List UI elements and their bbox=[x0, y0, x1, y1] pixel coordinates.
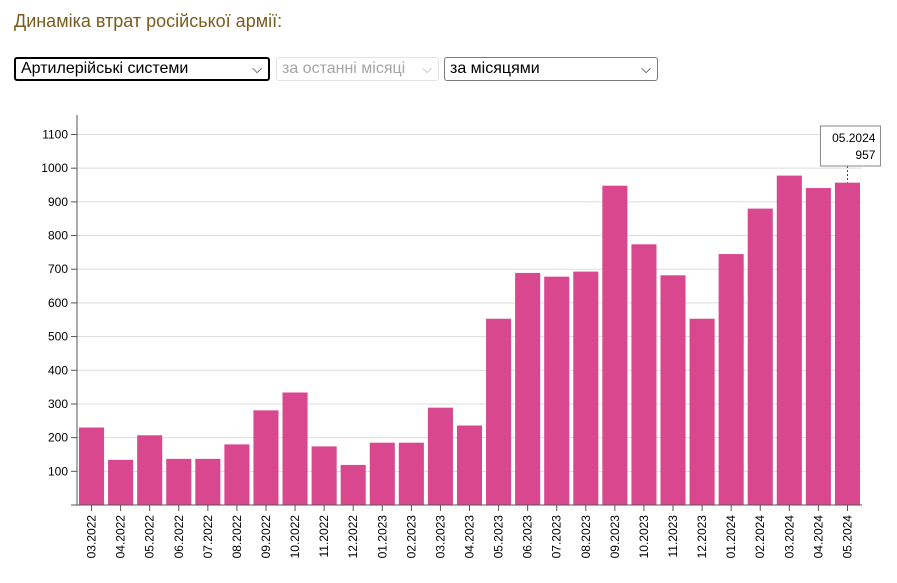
bar bbox=[689, 318, 715, 505]
weapon-category-value: Артилерійські системи bbox=[21, 60, 189, 77]
x-tick-label: 04.2024 bbox=[811, 515, 825, 559]
x-tick-label: 05.2022 bbox=[143, 515, 157, 559]
y-tick-label: 400 bbox=[48, 363, 68, 377]
x-tick-label: 08.2023 bbox=[579, 515, 593, 559]
chevron-down-icon: ⌵ bbox=[422, 61, 432, 76]
bar bbox=[805, 188, 831, 506]
x-tick-label: 11.2022 bbox=[317, 515, 331, 558]
bar bbox=[369, 442, 395, 505]
bar bbox=[631, 244, 657, 505]
x-tick-label: 02.2023 bbox=[404, 515, 418, 559]
bar bbox=[573, 271, 599, 505]
bar bbox=[776, 175, 802, 506]
x-tick-label: 01.2024 bbox=[724, 515, 738, 559]
bar bbox=[602, 185, 628, 506]
bar bbox=[79, 427, 105, 505]
x-tick-label: 05.2024 bbox=[840, 515, 854, 559]
bar bbox=[427, 407, 453, 505]
bar bbox=[253, 410, 279, 505]
bar bbox=[834, 182, 860, 506]
x-tick-label: 07.2022 bbox=[201, 515, 215, 559]
gridlines bbox=[77, 134, 862, 472]
x-tick-label: 11.2023 bbox=[666, 515, 680, 558]
period-select[interactable]: за останні місяці ⌵ bbox=[276, 57, 439, 81]
y-tick-label: 300 bbox=[48, 397, 68, 411]
y-axis-ticks: 100 200 300 400 500 600 700 800 900 1000 1100 bbox=[41, 128, 77, 478]
bars bbox=[79, 175, 860, 506]
x-tick-label: 04.2022 bbox=[114, 515, 128, 559]
y-tick-label: 800 bbox=[48, 229, 68, 243]
grouping-select[interactable]: за місяцями ⌵ bbox=[444, 57, 658, 81]
y-tick-label: 100 bbox=[48, 464, 68, 478]
tooltip-value: 957 bbox=[855, 148, 875, 162]
bar bbox=[108, 459, 134, 505]
x-tick-label: 01.2023 bbox=[375, 515, 389, 559]
y-tick-label: 600 bbox=[48, 296, 68, 310]
x-tick-label: 03.2022 bbox=[85, 515, 99, 559]
bar bbox=[282, 392, 308, 505]
x-tick-label: 12.2022 bbox=[346, 515, 360, 559]
x-tick-label: 07.2023 bbox=[550, 515, 564, 559]
weapon-category-select[interactable]: Артилерійські системи ⌵ bbox=[14, 57, 270, 81]
y-tick-label: 1100 bbox=[42, 128, 68, 142]
tooltip-box bbox=[819, 125, 881, 167]
x-tick-label: 10.2023 bbox=[637, 515, 651, 559]
chevron-down-icon: ⌵ bbox=[641, 61, 651, 76]
bar bbox=[456, 425, 483, 505]
x-tick-label: 06.2023 bbox=[521, 515, 535, 559]
x-tick-label: 12.2023 bbox=[695, 515, 709, 559]
chevron-down-icon: ⌵ bbox=[252, 61, 262, 76]
x-tick-label: 10.2022 bbox=[288, 515, 302, 559]
bar bbox=[195, 458, 221, 505]
bar bbox=[398, 442, 424, 505]
bar bbox=[340, 464, 366, 505]
y-tick-label: 700 bbox=[48, 262, 68, 276]
value-tooltip: 05.2024 957 bbox=[819, 125, 881, 183]
tooltip-label: 05.2024 bbox=[832, 131, 876, 145]
x-tick-label: 03.2023 bbox=[433, 515, 447, 559]
y-tick-label: 500 bbox=[48, 330, 68, 344]
y-tick-label: 1000 bbox=[41, 161, 68, 175]
x-tick-label: 03.2024 bbox=[782, 515, 796, 559]
chart-heading: Динаміка втрат російської армії: bbox=[14, 11, 283, 31]
x-tick-label: 09.2022 bbox=[259, 515, 273, 559]
y-tick-label: 200 bbox=[48, 431, 68, 445]
bar bbox=[747, 208, 773, 505]
axes bbox=[71, 115, 862, 506]
bar bbox=[718, 254, 744, 505]
bar bbox=[486, 318, 512, 505]
y-tick-label: 900 bbox=[48, 195, 68, 209]
bar bbox=[224, 444, 250, 505]
grouping-value: за місяцями bbox=[450, 60, 540, 77]
x-axis-labels: 03.2022 04.2022 05.2022 06.2022 07.2022 08.20… bbox=[85, 505, 854, 559]
x-tick-label: 05.2023 bbox=[492, 515, 506, 559]
bar bbox=[544, 276, 570, 505]
bar bbox=[660, 275, 686, 505]
bar bbox=[166, 458, 192, 505]
bar bbox=[515, 272, 541, 505]
x-tick-label: 09.2023 bbox=[608, 515, 622, 559]
bar bbox=[137, 435, 163, 505]
period-value: за останні місяці bbox=[282, 60, 406, 77]
x-tick-label: 06.2022 bbox=[172, 515, 186, 559]
x-tick-label: 04.2023 bbox=[463, 515, 477, 559]
x-tick-label: 08.2022 bbox=[230, 515, 244, 559]
x-tick-label: 02.2024 bbox=[753, 515, 767, 559]
bar bbox=[311, 446, 337, 505]
